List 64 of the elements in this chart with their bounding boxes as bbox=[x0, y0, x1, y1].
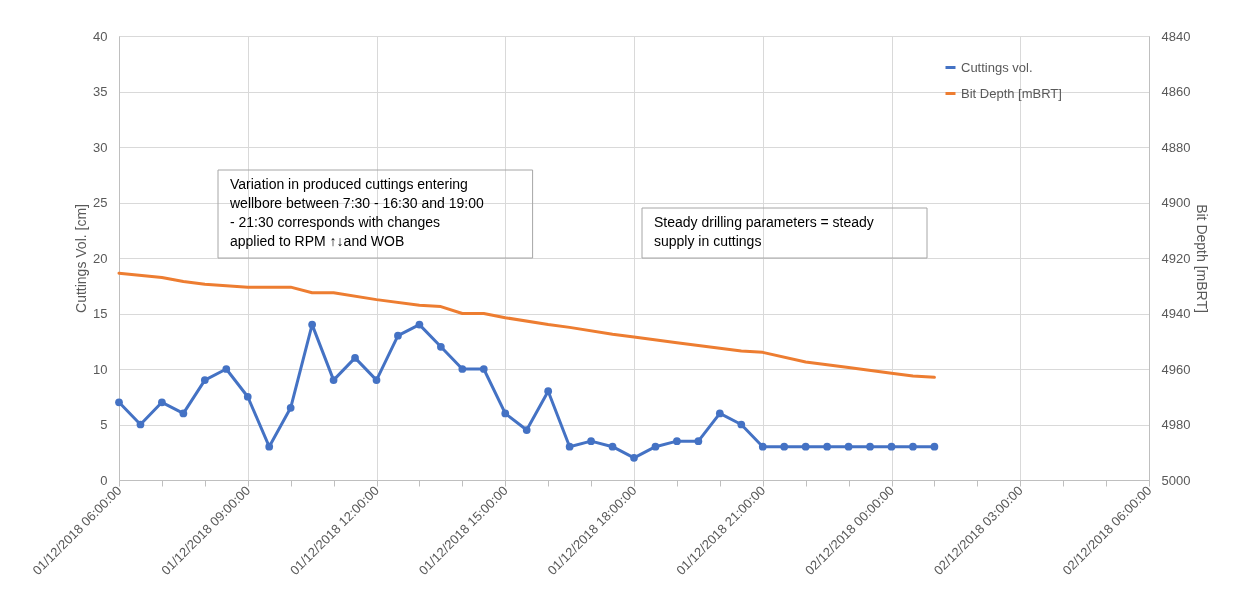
point bbox=[694, 437, 703, 446]
point bbox=[394, 331, 402, 340]
y-tick-label: 40 bbox=[93, 28, 108, 44]
point bbox=[265, 442, 274, 451]
point bbox=[823, 442, 831, 451]
y2-tick-label: 4900 bbox=[1161, 195, 1191, 210]
point bbox=[801, 442, 810, 451]
point bbox=[286, 403, 295, 412]
point bbox=[587, 437, 595, 446]
y-tick-label: 25 bbox=[93, 195, 108, 210]
line-series bbox=[117, 271, 936, 379]
y2-tick-label: 4960 bbox=[1161, 361, 1191, 377]
point bbox=[630, 453, 638, 462]
point bbox=[844, 442, 853, 451]
y-tick-label: 10 bbox=[93, 361, 108, 377]
point bbox=[715, 409, 724, 418]
point bbox=[179, 409, 188, 418]
y2-tick-label: 5000 bbox=[1161, 472, 1191, 488]
y2-tick-label: 4980 bbox=[1161, 417, 1191, 432]
point bbox=[158, 398, 166, 407]
point bbox=[544, 387, 553, 396]
point bbox=[458, 365, 467, 373]
y2-tick-label: 4880 bbox=[1161, 139, 1191, 155]
annotation: Steady drilling parameters = steady supply in cuttings bbox=[654, 214, 874, 249]
point bbox=[780, 442, 789, 451]
point bbox=[200, 376, 209, 384]
point bbox=[372, 376, 381, 384]
point bbox=[479, 365, 488, 373]
y-tick-label: 35 bbox=[93, 84, 108, 99]
point bbox=[930, 442, 939, 451]
point bbox=[222, 365, 231, 373]
y-axis-title: Cuttings Vol. [cm] bbox=[73, 204, 90, 313]
point bbox=[758, 442, 767, 451]
point bbox=[351, 354, 359, 362]
y-tick-label: 15 bbox=[93, 306, 108, 321]
point bbox=[866, 442, 874, 451]
point bbox=[243, 392, 252, 401]
y2-tick-label: 4940 bbox=[1161, 306, 1191, 321]
y2-tick-label: 4860 bbox=[1161, 84, 1191, 99]
point bbox=[522, 426, 531, 434]
point bbox=[673, 437, 681, 446]
point bbox=[501, 409, 510, 418]
point bbox=[437, 342, 445, 351]
point bbox=[329, 376, 338, 384]
point bbox=[415, 320, 424, 329]
point bbox=[909, 442, 917, 451]
y2-axis-title: Bit Depth [mBRT] bbox=[1194, 204, 1211, 313]
point bbox=[737, 420, 746, 429]
point bbox=[308, 320, 316, 329]
point bbox=[608, 442, 617, 451]
legend-label: Cuttings vol. bbox=[961, 59, 1033, 75]
y-tick-label: 30 bbox=[93, 139, 108, 155]
y-tick-label: 20 bbox=[93, 250, 108, 266]
y2-tick-label: 4920 bbox=[1161, 250, 1191, 266]
point bbox=[115, 398, 123, 407]
y2-tick-label: 4840 bbox=[1161, 28, 1191, 44]
y-tick-label: 5 bbox=[100, 417, 108, 432]
point bbox=[565, 442, 574, 451]
legend-label: Bit Depth [mBRT] bbox=[961, 85, 1062, 101]
point bbox=[651, 442, 660, 451]
y-tick-label: 0 bbox=[100, 472, 108, 488]
point bbox=[136, 420, 145, 429]
annotation: Variation in produced cuttings entering wellbore between 7:30 - 16:30 and 19:00 - 21:30 corresponds with changes applied to RPM ↑↓and WOB bbox=[229, 176, 484, 249]
point bbox=[887, 442, 896, 451]
